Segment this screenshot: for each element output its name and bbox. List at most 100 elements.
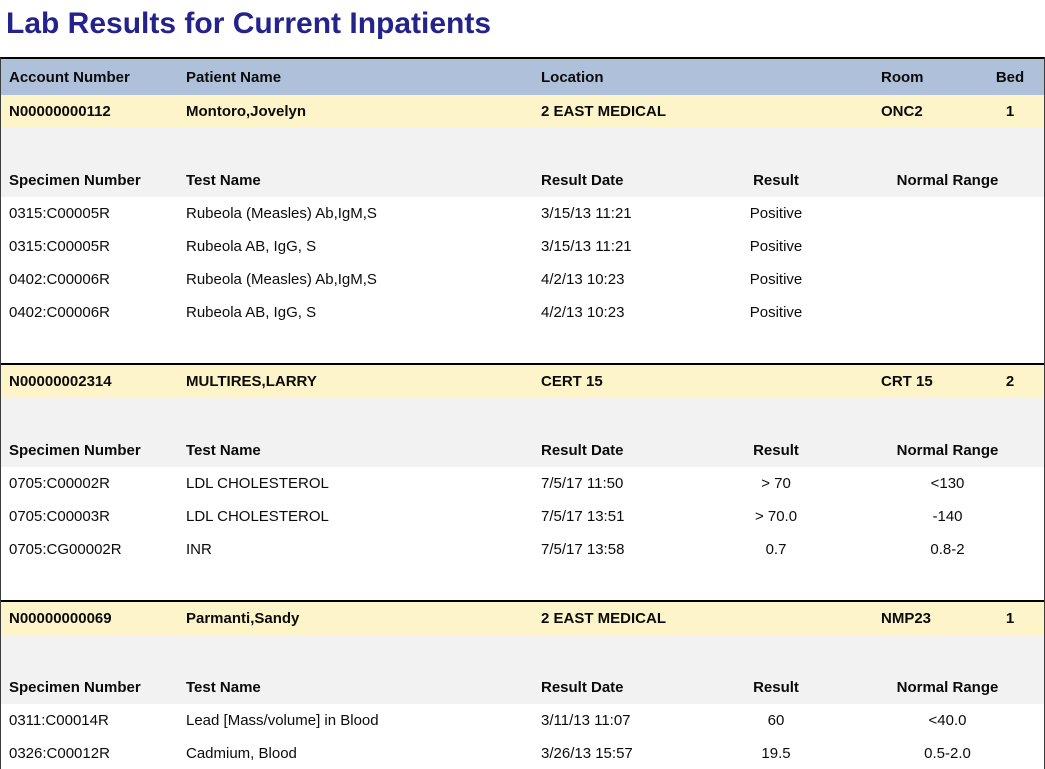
column-header-room: Room [881, 68, 924, 86]
result-normal-range: <130 [930, 475, 965, 492]
result-date: 3/11/13 11:07 [541, 712, 631, 729]
result-specimen-number: 0705:C00002R [9, 475, 110, 492]
result-test-name: LDL CHOLESTEROL [186, 475, 329, 492]
patient-room: ONC2 [881, 103, 923, 120]
result-date: 7/5/17 13:58 [541, 541, 625, 558]
result-specimen-number: 0705:CG00002R [9, 541, 122, 558]
column-header-result-date: Result Date [541, 679, 624, 696]
patient-section: N00000000069 Parmanti,Sandy 2 EAST MEDIC… [1, 600, 1044, 769]
report-title: Lab Results for Current Inpatients [6, 7, 492, 40]
patient-row: N00000000112 Montoro,Jovelyn 2 EAST MEDI… [1, 95, 1044, 128]
result-test-name: Cadmium, Blood [186, 745, 297, 762]
column-header-result-date: Result Date [541, 442, 624, 459]
result-date: 3/26/13 15:57 [541, 745, 633, 762]
result-row: 0311:C00014R Lead [Mass/volume] in Blood… [1, 704, 1044, 737]
patient-bed: 1 [1005, 103, 1015, 120]
result-test-name: LDL CHOLESTEROL [186, 508, 329, 525]
patient-account-number: N00000000112 [9, 103, 111, 120]
result-date: 3/15/13 11:21 [541, 238, 632, 255]
patient-sections: N00000000112 Montoro,Jovelyn 2 EAST MEDI… [1, 95, 1044, 769]
section-end-spacer [1, 329, 1044, 363]
column-header-bed: Bed [995, 68, 1025, 86]
patient-table-header-row: Account Number Patient Name Location Roo… [1, 59, 1044, 95]
results-list: 0311:C00014R Lead [Mass/volume] in Blood… [1, 704, 1044, 769]
result-value: 19.5 [761, 745, 791, 762]
result-row: 0705:C00002R LDL CHOLESTEROL 7/5/17 11:5… [1, 467, 1044, 500]
result-row: 0705:CG00002R INR 7/5/17 13:58 0.7 0.8-2 [1, 533, 1044, 566]
result-row: 0315:C00005R Rubeola (Measles) Ab,IgM,S … [1, 197, 1044, 230]
result-row: 0402:C00006R Rubeola AB, IgG, S 4/2/13 1… [1, 296, 1044, 329]
result-normal-range: <40.0 [928, 712, 967, 729]
patient-account-number: N00000000069 [9, 610, 112, 627]
result-specimen-number: 0326:C00012R [9, 745, 110, 762]
result-value: 0.7 [765, 541, 787, 558]
specimen-header-spacer [1, 635, 1044, 671]
column-header-result: Result [753, 172, 799, 189]
result-date: 4/2/13 10:23 [541, 271, 625, 288]
column-header-result: Result [753, 679, 799, 696]
result-date: 7/5/17 11:50 [541, 475, 624, 492]
column-header-specimen-number: Specimen Number [9, 442, 141, 459]
result-row: 0705:C00003R LDL CHOLESTEROL 7/5/17 13:5… [1, 500, 1044, 533]
patient-name: Montoro,Jovelyn [186, 103, 307, 120]
column-header-normal-range: Normal Range [896, 172, 999, 189]
result-value: > 70 [761, 475, 791, 492]
result-normal-range: -140 [932, 508, 963, 525]
result-row: 0402:C00006R Rubeola (Measles) Ab,IgM,S … [1, 263, 1044, 296]
result-value: Positive [749, 205, 803, 222]
specimen-table-header-row: Specimen Number Test Name Result Date Re… [1, 164, 1044, 197]
patient-row: N00000000069 Parmanti,Sandy 2 EAST MEDIC… [1, 602, 1044, 635]
patient-location: CERT 15 [541, 373, 603, 390]
result-test-name: Rubeola AB, IgG, S [186, 238, 317, 255]
patient-location: 2 EAST MEDICAL [541, 103, 667, 120]
results-list: 0705:C00002R LDL CHOLESTEROL 7/5/17 11:5… [1, 467, 1044, 566]
column-header-location: Location [541, 68, 604, 86]
result-test-name: Rubeola AB, IgG, S [186, 304, 317, 321]
patient-name: MULTIRES,LARRY [186, 373, 317, 390]
patient-section: N00000000112 Montoro,Jovelyn 2 EAST MEDI… [1, 95, 1044, 363]
result-specimen-number: 0311:C00014R [9, 712, 109, 729]
result-value: 60 [767, 712, 785, 729]
section-end-spacer [1, 566, 1044, 600]
column-header-test-name: Test Name [186, 679, 261, 696]
column-header-test-name: Test Name [186, 442, 261, 459]
result-specimen-number: 0402:C00006R [9, 271, 110, 288]
report-table: Account Number Patient Name Location Roo… [0, 57, 1045, 769]
specimen-table-header-row: Specimen Number Test Name Result Date Re… [1, 671, 1044, 704]
result-normal-range: 0.8-2 [930, 541, 965, 558]
result-row: 0326:C00012R Cadmium, Blood 3/26/13 15:5… [1, 737, 1044, 769]
patient-account-number: N00000002314 [9, 373, 112, 390]
column-header-account-number: Account Number [9, 68, 130, 86]
column-header-result: Result [753, 442, 799, 459]
column-header-specimen-number: Specimen Number [9, 172, 141, 189]
column-header-specimen-number: Specimen Number [9, 679, 141, 696]
result-test-name: INR [186, 541, 212, 558]
result-value: Positive [749, 271, 803, 288]
patient-bed: 2 [1005, 373, 1015, 390]
patient-room: NMP23 [881, 610, 932, 627]
result-value: Positive [749, 304, 803, 321]
column-header-patient-name: Patient Name [186, 68, 282, 86]
result-value: Positive [749, 238, 803, 255]
specimen-table-header-row: Specimen Number Test Name Result Date Re… [1, 434, 1044, 467]
specimen-header-spacer [1, 398, 1044, 434]
results-list: 0315:C00005R Rubeola (Measles) Ab,IgM,S … [1, 197, 1044, 329]
patient-row: N00000002314 MULTIRES,LARRY CERT 15 CRT … [1, 365, 1044, 398]
column-header-result-date: Result Date [541, 172, 624, 189]
result-date: 7/5/17 13:51 [541, 508, 625, 525]
specimen-header-spacer [1, 128, 1044, 164]
result-test-name: Rubeola (Measles) Ab,IgM,S [186, 271, 377, 288]
result-specimen-number: 0315:C00005R [9, 238, 110, 255]
patient-bed: 1 [1005, 610, 1015, 627]
result-date: 3/15/13 11:21 [541, 205, 632, 222]
result-row: 0315:C00005R Rubeola AB, IgG, S 3/15/13 … [1, 230, 1044, 263]
patient-name: Parmanti,Sandy [186, 610, 300, 627]
column-header-normal-range: Normal Range [896, 442, 999, 459]
result-specimen-number: 0705:C00003R [9, 508, 110, 525]
result-date: 4/2/13 10:23 [541, 304, 625, 321]
result-specimen-number: 0402:C00006R [9, 304, 110, 321]
patient-section: N00000002314 MULTIRES,LARRY CERT 15 CRT … [1, 363, 1044, 600]
column-header-normal-range: Normal Range [896, 679, 999, 696]
result-value: > 70.0 [754, 508, 798, 525]
